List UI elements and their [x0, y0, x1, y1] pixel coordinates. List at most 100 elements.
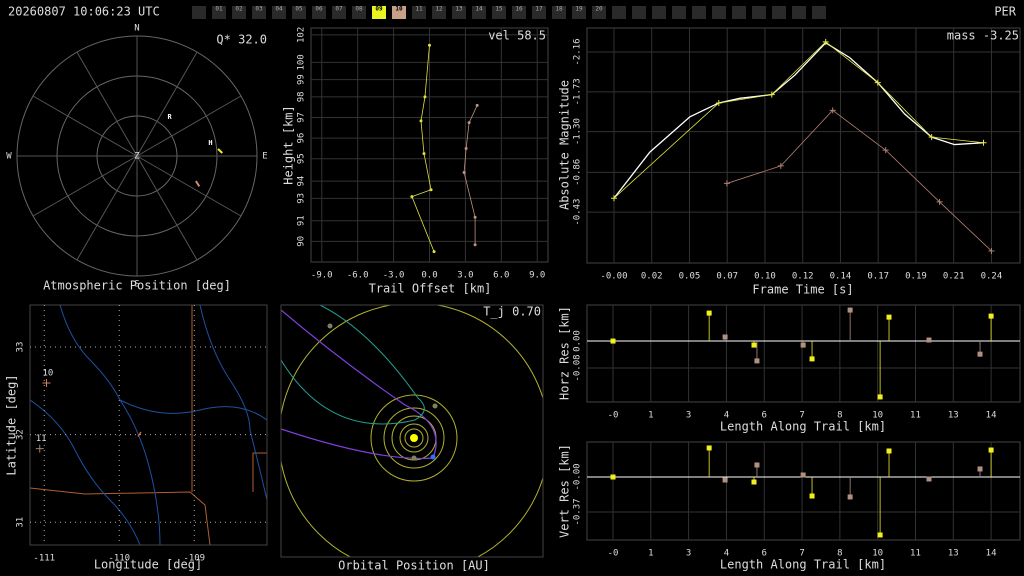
point [422, 152, 426, 156]
x-tick-label: 0.05 [679, 272, 701, 282]
station-tile [612, 6, 626, 19]
station-tile [632, 6, 646, 19]
residual-point [751, 479, 757, 485]
direction-label: E [262, 152, 267, 162]
point [429, 188, 433, 192]
plot-frame [29, 304, 268, 546]
station-label: 07 [335, 6, 343, 13]
residual-point [800, 472, 806, 478]
station-label: 11 [36, 434, 47, 444]
station-tile [432, 6, 446, 19]
station-tile [232, 6, 246, 19]
station-label: 20 [595, 6, 603, 13]
station-label: 14 [475, 6, 483, 13]
station-tile [792, 6, 806, 19]
x-tick-label: 1 [648, 411, 653, 421]
station-label: 10 [395, 6, 403, 13]
residual-point [926, 337, 932, 343]
point [464, 146, 468, 150]
residual-point [800, 342, 806, 348]
direction-label: N [134, 24, 139, 34]
station-tile [672, 6, 686, 19]
station-label: 16 [515, 6, 523, 13]
y-tick-label: -1.73 [573, 78, 583, 105]
station-label: 17 [535, 6, 543, 13]
x-tick-label: 0.19 [905, 272, 927, 282]
x-tick-label: 10 [872, 411, 883, 421]
station-label: 04 [275, 6, 283, 13]
station-label: 05 [295, 6, 303, 13]
x-tick-label: 0.02 [641, 272, 663, 282]
x-tick-label: 13 [948, 549, 959, 559]
station-tile [452, 6, 466, 19]
x-tick-label: -9.0 [311, 271, 333, 281]
point [829, 107, 836, 114]
station-label: 03 [255, 6, 263, 13]
y-tick-label: -0.37 [573, 498, 583, 525]
station-tile [412, 6, 426, 19]
residual-point [722, 334, 728, 340]
x-tick-label: 6 [762, 549, 767, 559]
residual-point [847, 307, 853, 313]
y-tick-label: 94 [297, 176, 307, 187]
y-tick-label: -0.00 [573, 463, 583, 490]
grid-spoke [136, 95, 242, 157]
residual-point [754, 358, 760, 364]
orbit-ring [399, 423, 429, 453]
residual-point [754, 462, 760, 468]
chart-title: Orbital Position [AU] [338, 559, 490, 573]
y-tick-label: -0.08 [573, 354, 583, 381]
point [822, 38, 829, 45]
point [462, 171, 466, 175]
annotation: mass -3.25 [947, 29, 1019, 43]
residual-point [706, 310, 712, 316]
point [473, 243, 477, 247]
x-tick-label: 3.0 [457, 271, 473, 281]
x-tick-label: 3 [686, 411, 691, 421]
station-tile [712, 6, 726, 19]
residual-point [926, 476, 932, 482]
meteoroid-orbit [281, 309, 437, 459]
border [252, 452, 267, 492]
series-line [613, 41, 984, 199]
residual-point [977, 351, 983, 357]
station-tile [472, 6, 486, 19]
y-tick-label: 97 [297, 112, 307, 123]
orbit-ring [383, 407, 445, 469]
river [119, 399, 267, 421]
y-axis-label: Height [km] [282, 105, 296, 184]
residual-point [722, 477, 728, 483]
x-tick-label: 0.21 [943, 272, 965, 282]
river [30, 399, 141, 545]
x-axis-label: Length Along Trail [km] [720, 420, 886, 434]
x-tick-label: -3.0 [383, 271, 405, 281]
point [432, 250, 436, 254]
x-axis-label: Longitude [deg] [94, 558, 202, 572]
x-tick-label: 4 [724, 411, 729, 421]
station-label: 10 [43, 368, 54, 378]
point [874, 79, 881, 86]
orbit-diagram [281, 305, 543, 557]
track [195, 180, 201, 187]
river [59, 305, 161, 545]
point [928, 134, 935, 141]
station-tile [732, 6, 746, 19]
x-tick-label: 3 [686, 549, 691, 559]
x-tick-label: 7 [799, 549, 804, 559]
grid-spoke [136, 155, 198, 261]
station-tile [192, 6, 206, 19]
station-tile [352, 6, 366, 19]
point [715, 99, 722, 106]
x-axis-label: Frame Time [s] [752, 283, 853, 297]
plot-frame [586, 304, 1021, 403]
x-tick-label: 13 [948, 411, 959, 421]
station-label: 13 [455, 6, 463, 13]
x-tick-label: -0 [608, 549, 619, 559]
grid-spoke [32, 95, 138, 157]
series-line [137, 431, 142, 437]
timestamp: 20260807 10:06:23 UTC [8, 5, 160, 19]
station-tile [272, 6, 286, 19]
annotation: Q* 32.0 [216, 33, 267, 47]
station-marker [35, 444, 44, 453]
